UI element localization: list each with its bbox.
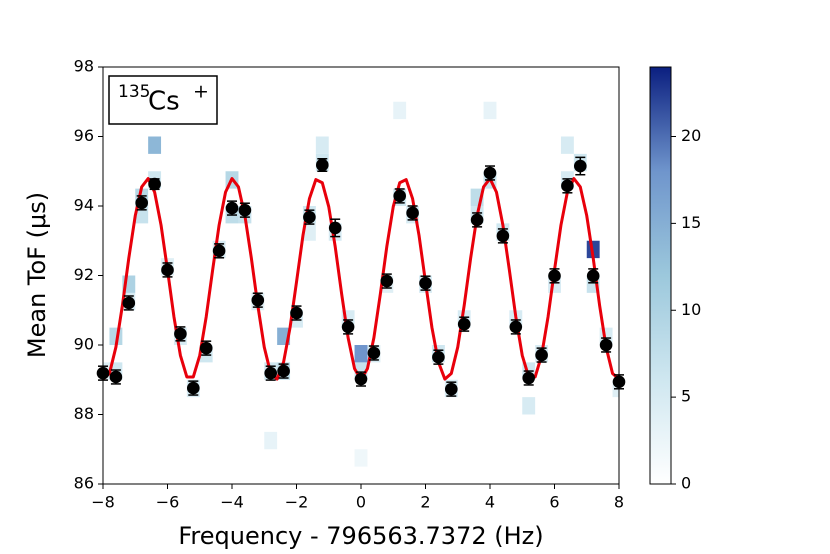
data-point (445, 382, 458, 396)
data-point (432, 350, 445, 364)
colorbar-tick-label: 5 (681, 387, 691, 406)
data-point (561, 179, 574, 193)
data-point (496, 229, 510, 243)
y-tick-label: 92 (74, 265, 94, 284)
heat-cell (354, 449, 368, 467)
points-layer (96, 156, 626, 397)
heat-cell (560, 136, 574, 154)
data-point (354, 372, 368, 386)
x-tick-label: −2 (285, 493, 309, 512)
annotation-element: Cs (148, 87, 180, 117)
data-point (509, 320, 523, 334)
heatmap (103, 101, 619, 467)
data-point (148, 177, 161, 191)
y-axis-label: Mean ToF (μs) (23, 192, 51, 358)
data-point (187, 381, 200, 395)
data-point (599, 338, 613, 352)
data-point (341, 320, 355, 334)
colorbar (649, 66, 672, 485)
data-point (174, 327, 187, 341)
data-point (367, 346, 381, 360)
y-tick-label: 98 (74, 57, 94, 76)
data-point (225, 201, 239, 215)
heat-cell (522, 397, 536, 415)
data-point (470, 213, 484, 227)
colorbar-tick-label: 0 (681, 474, 691, 493)
data-point (290, 306, 303, 320)
data-point (548, 269, 561, 283)
data-point (135, 196, 148, 210)
y-tick-label: 94 (74, 196, 94, 215)
data-point (586, 269, 600, 283)
x-axis-label: Frequency - 796563.7372 (Hz) (178, 522, 543, 550)
x-tick-label: 4 (485, 493, 495, 512)
data-point (251, 293, 265, 307)
data-point (380, 274, 394, 288)
data-point (522, 371, 535, 385)
heat-cell (483, 101, 497, 120)
heat-cell (354, 345, 368, 363)
plot-frame (102, 66, 620, 485)
data-point (161, 263, 174, 277)
data-point (419, 276, 432, 290)
data-point (212, 244, 226, 258)
data-point (303, 210, 316, 224)
data-point (277, 364, 290, 378)
heat-cell (302, 223, 316, 241)
colorbar-tick-label: 15 (681, 213, 701, 232)
data-point (483, 166, 497, 180)
data-point (457, 317, 471, 331)
y-tick-label: 90 (74, 335, 94, 354)
data-point (109, 370, 123, 384)
data-point (264, 366, 278, 380)
x-tick-label: 6 (549, 493, 559, 512)
y-tick-label: 88 (74, 404, 94, 423)
data-point (535, 348, 548, 362)
x-tick-label: −8 (91, 493, 115, 512)
heat-cell (315, 136, 329, 154)
y-tick-label: 86 (74, 474, 94, 493)
data-point (393, 189, 407, 203)
data-point (199, 341, 213, 355)
data-point (316, 158, 329, 172)
heat-cell (148, 136, 162, 154)
colorbar-tick-label: 20 (681, 126, 701, 145)
data-point (238, 203, 252, 217)
y-tick-label: 96 (74, 126, 94, 145)
x-tick-label: 0 (356, 493, 366, 512)
x-tick-label: 2 (420, 493, 430, 512)
colorbar-tick-label: 10 (681, 300, 701, 319)
heat-cell (393, 101, 407, 120)
data-point (406, 206, 419, 220)
x-tick-label: −4 (220, 493, 244, 512)
x-tick-label: 8 (614, 493, 624, 512)
annotation-mass: 135 (118, 82, 150, 102)
heat-cell (264, 431, 278, 450)
annotation-box (108, 75, 218, 125)
data-point (122, 296, 136, 310)
data-point (328, 221, 342, 235)
x-tick-label: −6 (156, 493, 180, 512)
data-point (574, 159, 587, 173)
annotation-charge: + (193, 81, 209, 103)
